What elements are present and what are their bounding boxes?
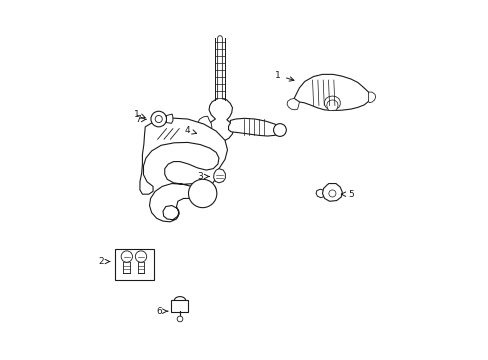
Circle shape xyxy=(328,190,335,197)
Polygon shape xyxy=(140,118,227,222)
Circle shape xyxy=(177,316,183,322)
Circle shape xyxy=(151,111,166,127)
Text: 3: 3 xyxy=(197,172,208,181)
Polygon shape xyxy=(213,168,225,183)
Circle shape xyxy=(273,123,286,136)
Text: 2: 2 xyxy=(98,257,109,266)
Polygon shape xyxy=(197,116,211,133)
Polygon shape xyxy=(166,114,173,123)
Polygon shape xyxy=(207,99,233,142)
FancyBboxPatch shape xyxy=(115,249,154,280)
Text: 6: 6 xyxy=(156,307,167,316)
FancyBboxPatch shape xyxy=(171,300,188,312)
Text: 7: 7 xyxy=(135,115,146,124)
Polygon shape xyxy=(368,92,375,103)
Polygon shape xyxy=(326,100,337,111)
Circle shape xyxy=(121,251,132,262)
Polygon shape xyxy=(315,189,324,198)
Circle shape xyxy=(135,251,146,262)
Polygon shape xyxy=(228,118,281,136)
Text: 4: 4 xyxy=(184,126,196,135)
Polygon shape xyxy=(324,96,340,109)
Circle shape xyxy=(155,116,162,123)
Circle shape xyxy=(188,179,216,208)
Polygon shape xyxy=(293,75,369,111)
Polygon shape xyxy=(286,99,299,110)
Text: 1: 1 xyxy=(133,110,145,119)
Polygon shape xyxy=(322,184,342,201)
Text: 1: 1 xyxy=(275,71,293,81)
Text: 5: 5 xyxy=(341,190,353,199)
